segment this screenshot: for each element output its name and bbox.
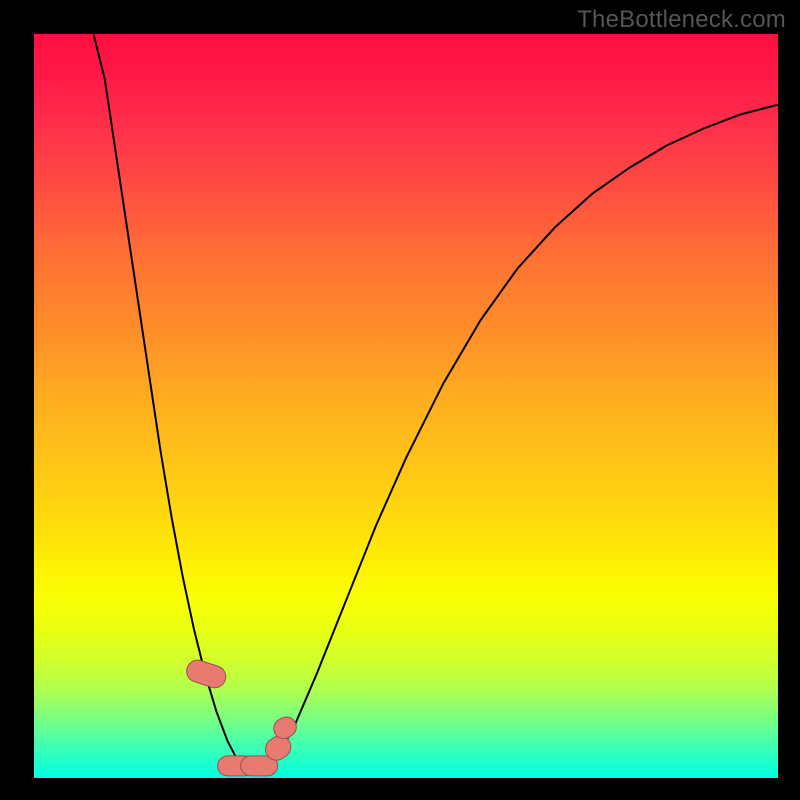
chart-container: TheBottleneck.com [0,0,800,800]
plot-frame [34,34,778,778]
watermark-text: TheBottleneck.com [577,6,786,34]
plot-area [34,34,778,778]
curves-layer [34,34,778,778]
curve-right [257,105,778,772]
curve-left [94,34,258,772]
